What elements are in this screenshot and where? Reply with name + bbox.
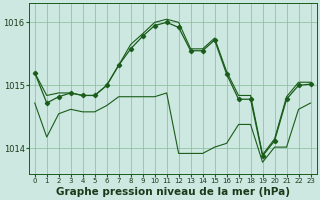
X-axis label: Graphe pression niveau de la mer (hPa): Graphe pression niveau de la mer (hPa)	[56, 187, 290, 197]
